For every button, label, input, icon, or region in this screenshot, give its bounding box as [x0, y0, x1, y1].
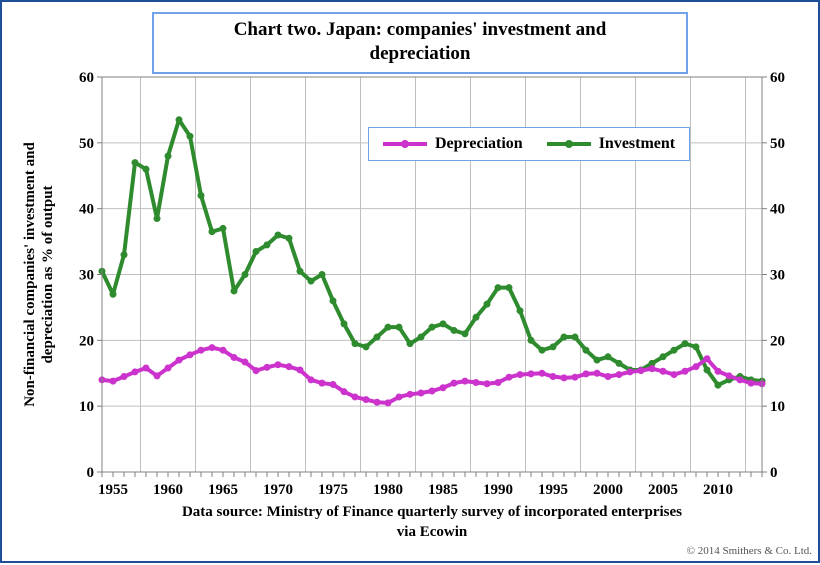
legend-item-investment: Investment: [547, 135, 675, 153]
svg-text:1965: 1965: [208, 482, 238, 498]
svg-text:1995: 1995: [538, 482, 568, 498]
svg-text:1970: 1970: [263, 482, 293, 498]
svg-text:60: 60: [770, 70, 785, 86]
svg-text:30: 30: [770, 268, 785, 284]
legend: Depreciation Investment: [368, 127, 690, 161]
chart-frame: Chart two. Japan: companies' investment …: [0, 0, 820, 563]
svg-text:20: 20: [770, 333, 785, 349]
svg-text:2005: 2005: [648, 482, 678, 498]
svg-text:1980: 1980: [373, 482, 403, 498]
svg-text:Data source: Ministry of Finan: Data source: Ministry of Finance quarter…: [182, 504, 682, 520]
svg-text:1960: 1960: [153, 482, 183, 498]
svg-text:20: 20: [79, 333, 94, 349]
svg-text:1955: 1955: [98, 482, 128, 498]
svg-text:2000: 2000: [593, 482, 623, 498]
svg-text:via Ecowin: via Ecowin: [397, 524, 468, 540]
svg-text:30: 30: [79, 268, 94, 284]
svg-text:50: 50: [79, 136, 94, 152]
legend-label-depreciation: Depreciation: [435, 135, 523, 153]
legend-item-depreciation: Depreciation: [383, 135, 523, 153]
svg-text:0: 0: [87, 465, 95, 481]
svg-text:1985: 1985: [428, 482, 458, 498]
legend-label-investment: Investment: [599, 135, 675, 153]
svg-text:1990: 1990: [483, 482, 513, 498]
svg-text:60: 60: [79, 70, 94, 86]
svg-text:10: 10: [79, 399, 94, 415]
copyright-text: © 2014 Smithers & Co. Ltd.: [687, 545, 812, 557]
svg-text:40: 40: [770, 202, 785, 218]
svg-text:50: 50: [770, 136, 785, 152]
svg-text:Non-financial companies' inves: Non-financial companies' investment andd…: [22, 142, 56, 407]
svg-text:1975: 1975: [318, 482, 348, 498]
svg-text:2010: 2010: [703, 482, 733, 498]
svg-text:0: 0: [770, 465, 778, 481]
svg-text:40: 40: [79, 202, 94, 218]
svg-text:10: 10: [770, 399, 785, 415]
plot-svg: 0 0 10 10 20 20 30 30 40 40 50 50 60 60 1955 1960 1965 19…: [2, 2, 820, 565]
